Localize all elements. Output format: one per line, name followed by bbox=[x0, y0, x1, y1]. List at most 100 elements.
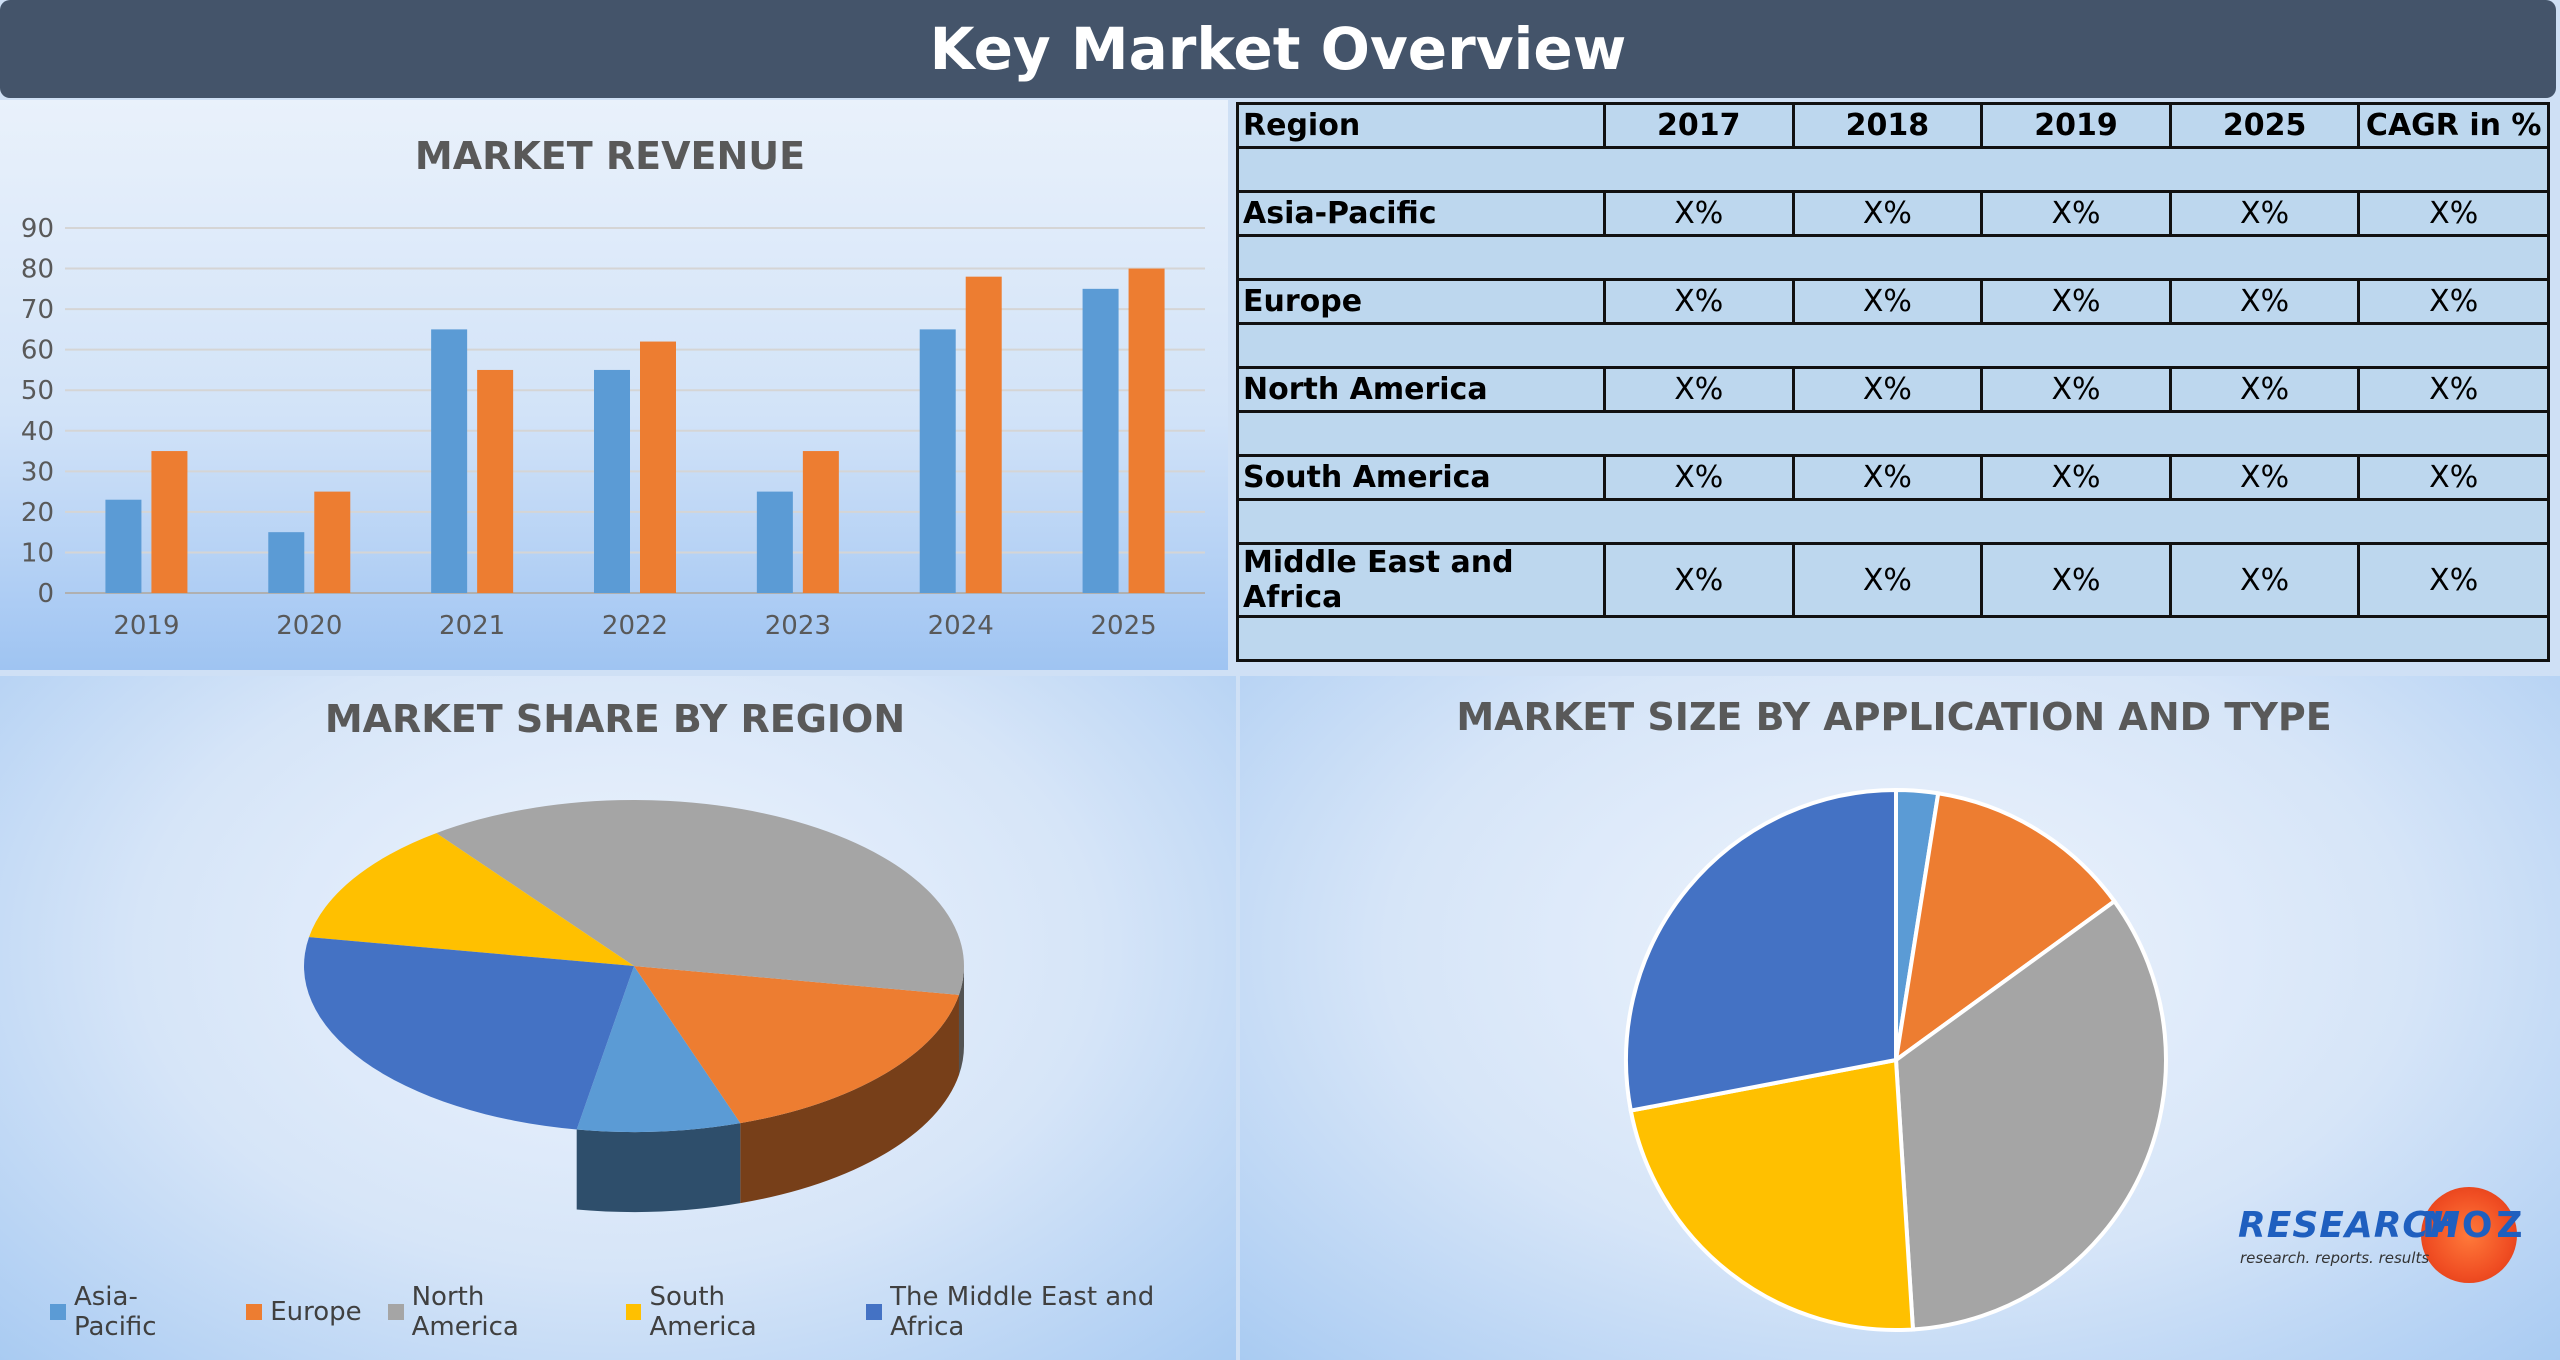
legend-swatch bbox=[866, 1304, 883, 1320]
value-cell: X% bbox=[2168, 366, 2361, 413]
bar bbox=[268, 532, 305, 593]
pie-slice bbox=[634, 966, 959, 1124]
value-cell: X% bbox=[1791, 278, 1984, 325]
region-table-panel: Region 2017 2018 2019 2025 CAGR in % Asia-Paci… bbox=[1232, 100, 2560, 670]
y-tick-label: 30 bbox=[21, 457, 54, 487]
logo-ring-icon bbox=[2421, 1187, 2517, 1283]
legend-item: The Middle East and Africa bbox=[866, 1282, 1236, 1342]
pie-slice bbox=[303, 937, 634, 1130]
legend-swatch bbox=[246, 1304, 263, 1320]
y-tick-label: 80 bbox=[21, 255, 54, 285]
table-spacer-cell bbox=[1236, 322, 2550, 369]
pie-slice bbox=[309, 833, 634, 966]
legend-item: South America bbox=[625, 1282, 841, 1342]
legend-item: Asia-Pacific bbox=[50, 1282, 220, 1342]
bar bbox=[1128, 268, 1165, 593]
bar bbox=[151, 451, 188, 593]
value-cell: X% bbox=[1791, 542, 1984, 618]
value-cell: X% bbox=[1980, 190, 2172, 237]
table-spacer-cell bbox=[1236, 146, 2550, 193]
table-spacer-row bbox=[1236, 146, 2550, 193]
table-spacer-cell bbox=[1236, 498, 2550, 545]
pie-slice bbox=[1893, 898, 2168, 1332]
y-tick-label: 0 bbox=[37, 579, 54, 609]
y-tick-label: 10 bbox=[21, 538, 54, 568]
table-row: Middle East and Africa X% X% X% X% X% bbox=[1236, 542, 2550, 618]
bar bbox=[640, 341, 676, 593]
table-header-cell: Region bbox=[1236, 102, 1606, 149]
value-cell: X% bbox=[1980, 278, 2172, 325]
legend-label: South America bbox=[649, 1282, 757, 1342]
y-tick-label: 20 bbox=[21, 498, 54, 528]
region-name-cell: South America bbox=[1236, 454, 1606, 501]
region-name-cell: Asia-Pacific bbox=[1236, 190, 1606, 237]
legend-item: Europe bbox=[246, 1282, 362, 1342]
value-cell: X% bbox=[1602, 454, 1795, 501]
pie-slice bbox=[1624, 787, 1898, 1113]
pie-slice-side bbox=[576, 1123, 741, 1212]
bar bbox=[594, 369, 630, 593]
bar bbox=[802, 451, 839, 593]
value-cell: X% bbox=[1980, 454, 2172, 501]
pie-slice bbox=[1628, 1057, 1916, 1332]
chart-title: MARKET SHARE BY REGION bbox=[325, 697, 905, 741]
legend-item: North America bbox=[387, 1282, 600, 1342]
page-header: Key Market Overview bbox=[0, 0, 2556, 98]
market-share-chart: MARKET SHARE BY REGION bbox=[303, 697, 964, 1212]
value-cell: X% bbox=[2357, 190, 2550, 237]
legend-swatch bbox=[625, 1304, 642, 1320]
legend-label: Europe bbox=[270, 1297, 362, 1327]
bar bbox=[965, 276, 1002, 593]
value-cell: X% bbox=[1602, 190, 1795, 237]
value-cell: X% bbox=[1980, 542, 2172, 618]
value-cell: X% bbox=[2168, 190, 2361, 237]
logo-tagline: research. reports. results bbox=[2240, 1249, 2430, 1267]
value-cell: X% bbox=[2357, 278, 2550, 325]
value-cell: X% bbox=[2168, 278, 2361, 325]
table-header-cell: 2019 bbox=[1980, 102, 2172, 149]
table-spacer-row bbox=[1236, 615, 2550, 662]
y-tick-label: 40 bbox=[21, 417, 54, 447]
value-cell: X% bbox=[1791, 454, 1984, 501]
chart-title: MARKET REVENUE bbox=[415, 134, 805, 178]
legend-swatch bbox=[50, 1304, 66, 1320]
x-tick-label: 2024 bbox=[928, 611, 994, 641]
value-cell: X% bbox=[1980, 366, 2172, 413]
value-cell: X% bbox=[2357, 542, 2550, 618]
bar bbox=[1082, 288, 1119, 593]
legend-swatch bbox=[387, 1304, 404, 1320]
table-spacer-cell bbox=[1236, 615, 2550, 662]
y-tick-label: 60 bbox=[21, 336, 54, 366]
value-cell: X% bbox=[1602, 542, 1795, 618]
value-cell: X% bbox=[2357, 366, 2550, 413]
pie-slice bbox=[1893, 791, 2118, 1065]
value-cell: X% bbox=[1791, 366, 1984, 413]
value-cell: X% bbox=[2168, 454, 2361, 501]
y-tick-label: 90 bbox=[21, 214, 54, 244]
region-name-cell: Europe bbox=[1236, 278, 1606, 325]
x-tick-label: 2021 bbox=[439, 611, 505, 641]
table-row: North America X% X% X% X% X% bbox=[1236, 366, 2550, 413]
table-header-row: Region 2017 2018 2019 2025 CAGR in % bbox=[1236, 102, 2550, 149]
table-spacer-cell bbox=[1236, 234, 2550, 281]
pie-slice bbox=[576, 966, 741, 1132]
pie-slice-side bbox=[740, 994, 959, 1204]
market-revenue-panel: MARKET REVENUE 0 10 20 30 40 50 60 70 80 90 2019 20… bbox=[0, 100, 1228, 670]
logo-word-1: RESEARCH bbox=[2238, 1205, 2461, 1246]
region-name-cell: Middle East and Africa bbox=[1236, 542, 1606, 618]
bar bbox=[756, 491, 793, 593]
pie-slice bbox=[436, 800, 964, 995]
bar bbox=[431, 329, 468, 593]
bar bbox=[919, 329, 956, 593]
region-table: Region 2017 2018 2019 2025 CAGR in % Asia-Paci… bbox=[1236, 102, 2550, 662]
x-tick-label: 2023 bbox=[765, 611, 831, 641]
x-tick-label: 2025 bbox=[1090, 611, 1156, 641]
table-header-cell: 2017 bbox=[1602, 102, 1795, 149]
table-spacer-row bbox=[1236, 410, 2550, 457]
bar bbox=[477, 369, 514, 593]
x-tick-label: 2019 bbox=[113, 611, 179, 641]
table-header-cell: 2018 bbox=[1791, 102, 1984, 149]
bar bbox=[314, 491, 351, 593]
legend-label: Asia-Pacific bbox=[73, 1282, 157, 1342]
table-header-cell: 2025 bbox=[2168, 102, 2361, 149]
